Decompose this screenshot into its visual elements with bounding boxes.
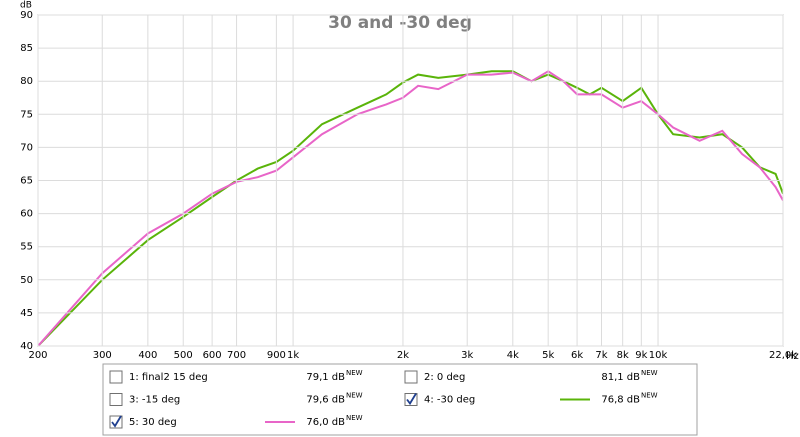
y-tick-label: 65 [20,176,33,187]
legend-checkbox[interactable] [109,370,123,384]
legend-label: 4: -30 deg [424,395,475,406]
x-tick-label: 3k [461,350,473,361]
y-tick-label: 85 [20,43,33,54]
y-tick-label: 80 [20,76,33,87]
y-tick-label: 75 [20,109,33,120]
x-tick-label: 5k [542,350,554,361]
legend-level-sup: NEW [641,369,658,377]
legend-label: 3: -15 deg [129,395,180,406]
legend-checkbox[interactable] [404,370,418,384]
x-tick-label: 300 [93,350,112,361]
x-tick-label: 400 [138,350,157,361]
legend-label: 2: 0 deg [424,372,465,383]
check-mark [111,415,122,428]
x-tick-label: 900 [267,350,286,361]
x-tick-label: 200 [28,350,47,361]
legend-level: 79,6 dB [306,395,345,406]
legend-level: 79,1 dB [306,372,345,383]
check-mark [406,393,417,406]
x-tick-label: 9k [635,350,647,361]
plot-lines [38,70,783,346]
y-tick-label: 45 [20,308,33,319]
series-line [38,70,783,346]
series-line [38,70,783,346]
x-tick-label: 10k [649,350,668,361]
y-tick-label: 70 [20,142,33,153]
legend-label: 1: final2 15 deg [129,372,208,383]
x-tick-label: 6k [571,350,583,361]
y-tick-label: 40 [20,341,33,352]
legend-level-sup: NEW [346,369,363,377]
legend-level: 76,8 dB [601,395,640,406]
y-tick-label: 60 [20,209,33,220]
y-axis-label: dB [20,1,32,11]
y-tick-label: 55 [20,242,33,253]
x-tick-label: 8k [617,350,629,361]
legend-level: 76,0 dB [306,417,345,428]
legend-level-sup: NEW [346,414,363,422]
x-tick-label: 2k [397,350,409,361]
x-tick-label: 600 [203,350,222,361]
x-tick-label: 7k [595,350,607,361]
legend-level-sup: NEW [641,392,658,400]
x-tick-label: 22,0k [769,350,797,361]
chart-title: 30 and -30 deg [328,13,472,33]
y-tick-label: 90 [20,10,33,21]
legend-label: 5: 30 deg [129,417,177,428]
legend-checkbox[interactable] [109,393,123,406]
legend-box [102,363,698,436]
x-tick-label: 700 [227,350,246,361]
x-tick-label: 1k [287,350,299,361]
x-axis-label: Hz [786,351,799,362]
legend-level-sup: NEW [346,392,363,400]
legend-level: 81,1 dB [601,372,640,383]
x-tick-label: 4k [507,350,519,361]
x-tick-label: 500 [174,350,193,361]
y-tick-label: 50 [20,275,33,286]
